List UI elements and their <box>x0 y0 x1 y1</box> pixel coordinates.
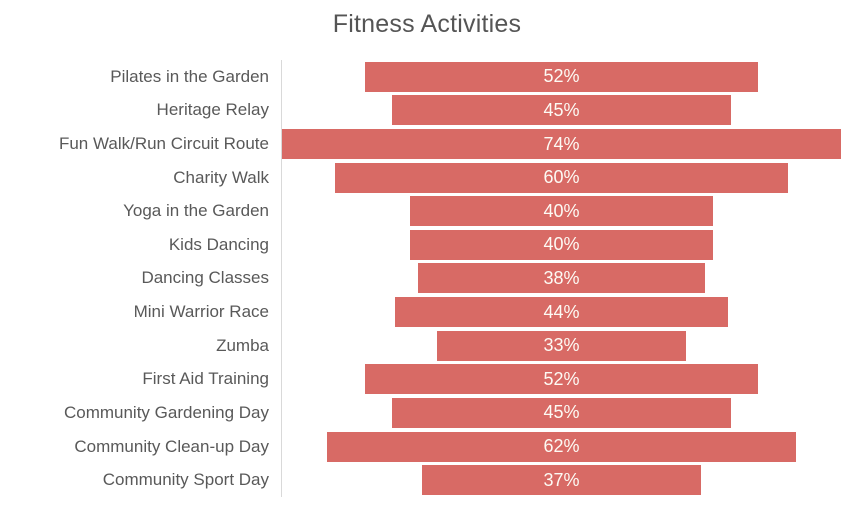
category-label: Community Sport Day <box>102 470 269 490</box>
chart-row: Pilates in the Garden 52% <box>0 60 854 94</box>
category-label: Heritage Relay <box>156 100 269 120</box>
category-label: Yoga in the Garden <box>123 201 269 221</box>
category-label: Zumba <box>216 335 269 355</box>
bar[interactable]: 44% <box>395 297 728 328</box>
bar-track: 37% <box>281 463 841 497</box>
bar-track: 33% <box>281 328 841 363</box>
bar[interactable]: 37% <box>421 465 702 496</box>
bar-track: 40% <box>281 228 841 262</box>
bar-track: 38% <box>281 261 841 296</box>
chart-row: Yoga in the Garden 40% <box>0 194 854 229</box>
category-label: Community Clean-up Day <box>74 436 269 456</box>
chart-row: Fun Walk/Run Circuit Route 74% <box>0 127 854 161</box>
category-label: Kids Dancing <box>168 234 269 254</box>
bar[interactable]: 52% <box>365 61 758 92</box>
bar-track: 45% <box>281 396 841 430</box>
category-label: Pilates in the Garden <box>110 66 269 86</box>
bar[interactable]: 52% <box>365 364 758 395</box>
bar-track: 52% <box>281 362 841 397</box>
bar[interactable]: 45% <box>391 95 732 126</box>
bar-track: 60% <box>281 160 841 195</box>
value-label: 60% <box>543 167 580 188</box>
chart-plot-area: Pilates in the Garden 52% Heritage Relay… <box>0 60 854 497</box>
chart-row: Dancing Classes 38% <box>0 261 854 296</box>
chart-row: Zumba 33% <box>0 328 854 363</box>
bar[interactable]: 40% <box>410 196 713 227</box>
value-label: 52% <box>543 368 580 389</box>
bar[interactable]: 45% <box>391 397 732 428</box>
value-label: 40% <box>543 234 580 255</box>
chart-row: Community Clean-up Day 62% <box>0 429 854 464</box>
category-label: Charity Walk <box>173 167 269 187</box>
value-label: 40% <box>543 200 580 221</box>
category-label: Dancing Classes <box>141 268 269 288</box>
chart-row: Charity Walk 60% <box>0 160 854 195</box>
chart-row: Kids Dancing 40% <box>0 228 854 262</box>
bar[interactable]: 33% <box>436 330 687 361</box>
category-label: Community Gardening Day <box>63 402 269 422</box>
bar-track: 40% <box>281 194 841 229</box>
value-label: 38% <box>543 267 580 288</box>
value-label: 62% <box>543 436 580 456</box>
bar[interactable]: 60% <box>334 162 789 193</box>
bar[interactable]: 38% <box>417 263 706 294</box>
bar[interactable]: 62% <box>327 431 796 462</box>
chart-row: Community Gardening Day 45% <box>0 396 854 430</box>
category-label: Fun Walk/Run Circuit Route <box>58 134 269 154</box>
bar-track: 52% <box>281 60 841 94</box>
bar-track: 45% <box>281 93 841 128</box>
value-label: 37% <box>543 469 580 490</box>
bar-track: 74% <box>281 127 841 161</box>
chart-row: Community Sport Day 37% <box>0 463 854 497</box>
category-label: Mini Warrior Race <box>133 302 269 322</box>
chart-row: Heritage Relay 45% <box>0 93 854 128</box>
bar-track: 62% <box>281 429 841 464</box>
bar[interactable]: 74% <box>282 129 841 160</box>
chart-row: Mini Warrior Race 44% <box>0 295 854 329</box>
chart-row: First Aid Training 52% <box>0 362 854 397</box>
category-label: First Aid Training <box>142 369 269 389</box>
value-label: 45% <box>543 402 580 423</box>
value-label: 45% <box>543 99 580 120</box>
value-label: 52% <box>543 66 580 87</box>
bar-track: 44% <box>281 295 841 329</box>
chart-title: Fitness Activities <box>332 10 522 38</box>
value-label: 74% <box>543 133 580 154</box>
value-label: 33% <box>543 335 580 356</box>
value-label: 44% <box>543 301 580 322</box>
bar[interactable]: 40% <box>410 229 713 260</box>
